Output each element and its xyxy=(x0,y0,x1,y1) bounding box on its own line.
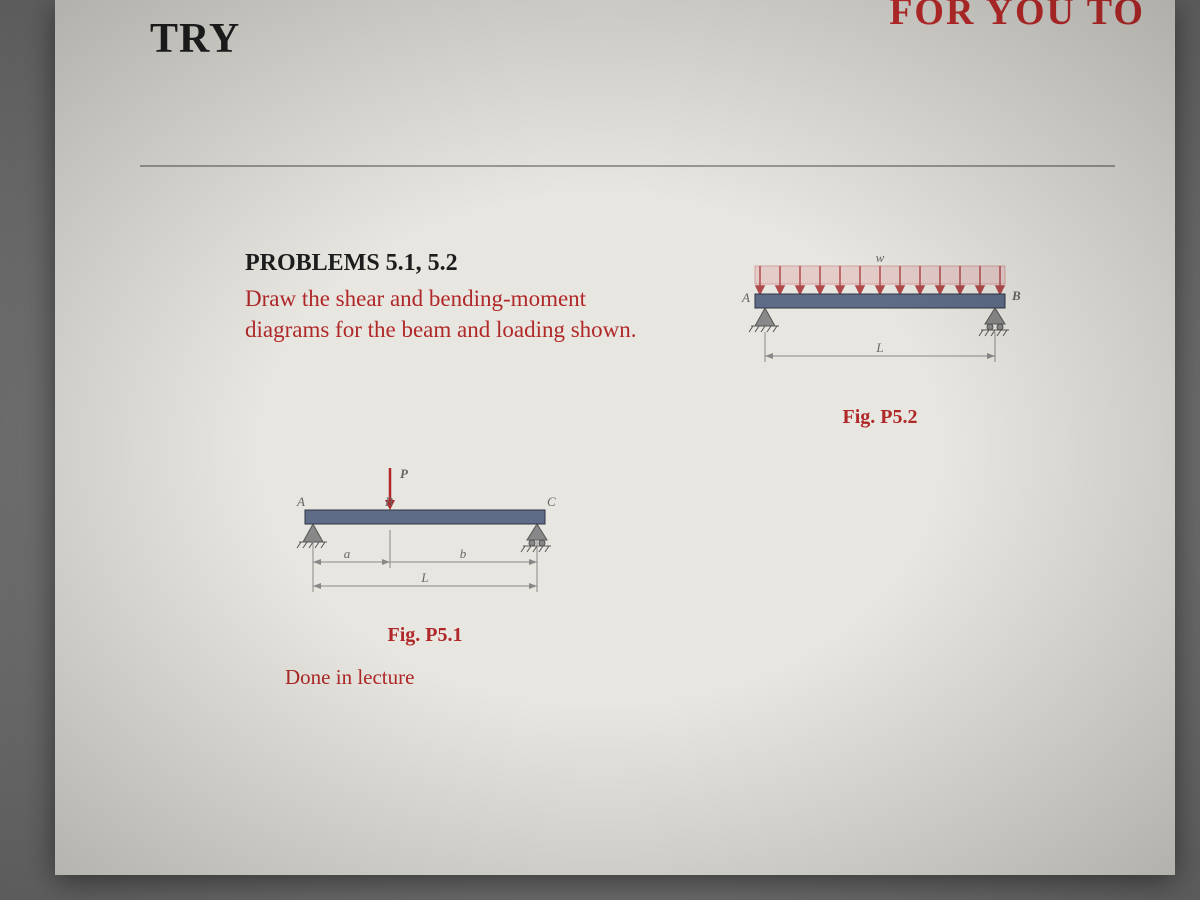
problem-text: Draw the shear and bending-moment diagra… xyxy=(245,283,665,345)
figure-p5-1: P A B C xyxy=(285,460,565,690)
load-p-label: P xyxy=(400,466,409,481)
point-b-label: B xyxy=(385,494,393,509)
figure-p5-2: w A B xyxy=(720,250,1040,429)
figure-p5-1-label: Fig. P5.1 xyxy=(285,624,565,647)
pin-support-a-2 xyxy=(755,308,775,326)
page: FOR YOU TO TRY PROBLEMS 5.1, 5.2 Draw th… xyxy=(55,0,1175,875)
point-a-label: A xyxy=(296,494,305,509)
dim-a-label: a xyxy=(344,546,351,561)
beam-body-2 xyxy=(755,294,1005,308)
try-heading: TRY xyxy=(150,15,240,63)
roller-support-b-2 xyxy=(985,308,1005,324)
load-w-label: w xyxy=(876,250,885,265)
dim-b-label: b xyxy=(460,546,467,561)
dim-l-label: L xyxy=(420,570,428,585)
header-partial-text: FOR YOU TO xyxy=(889,0,1145,34)
point-a-label-2: A xyxy=(741,290,750,305)
figure-p5-1-svg: P A B C xyxy=(285,460,565,620)
figure-p5-2-svg: w A B xyxy=(720,250,1040,400)
beam-body xyxy=(305,510,545,524)
point-b-label-2: B xyxy=(1011,288,1021,303)
point-c-label: C xyxy=(547,494,556,509)
done-in-lecture-text: Done in lecture xyxy=(285,665,565,690)
dim-l-label-2: L xyxy=(875,340,883,355)
figure-p5-2-label: Fig. P5.2 xyxy=(720,406,1040,429)
horizontal-divider xyxy=(140,165,1115,167)
